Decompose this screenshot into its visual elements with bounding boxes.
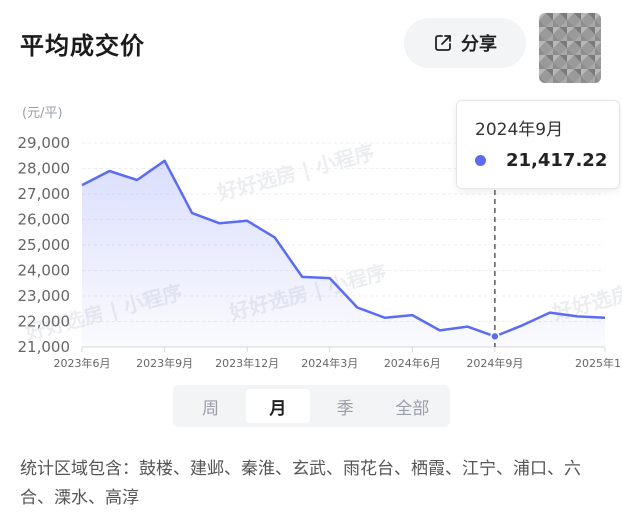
y-tick-label: 26,000 xyxy=(18,211,71,229)
page-title: 平均成交价 xyxy=(20,32,145,60)
y-tick-label: 28,000 xyxy=(18,160,71,178)
chart-tooltip: 2024年9月 21,417.22 xyxy=(456,100,620,189)
share-button[interactable]: 分享 xyxy=(404,18,526,68)
tab-month[interactable]: 月 xyxy=(245,389,310,423)
region-description: 统计区域包含：鼓楼、建邺、秦淮、玄武、雨花台、栖霞、江宁、浦口、六合、溧水、高淳 xyxy=(20,459,581,508)
y-tick-label: 27,000 xyxy=(18,185,71,203)
tab-quarter[interactable]: 季 xyxy=(336,398,354,419)
y-tick-label: 22,000 xyxy=(18,313,71,331)
tooltip-value: 21,417.22 xyxy=(506,150,608,171)
x-tick-label: 2024年9月 xyxy=(466,356,523,370)
series-line xyxy=(81,159,606,338)
x-tick-label: 2024年3月 xyxy=(301,356,358,370)
tab-week[interactable]: 周 xyxy=(202,398,220,419)
y-tick-label: 21,000 xyxy=(18,338,71,356)
x-tick-label: 2023年9月 xyxy=(136,356,193,370)
y-tick-label: 25,000 xyxy=(18,236,71,254)
share-icon xyxy=(435,35,451,51)
y-unit-label: (元/平) xyxy=(22,106,63,121)
x-tick-label: 2023年12月 xyxy=(215,356,279,370)
y-tick-label: 23,000 xyxy=(18,287,71,305)
avatar[interactable] xyxy=(539,13,601,83)
highlight-point xyxy=(490,331,500,342)
series-area xyxy=(82,160,605,347)
x-tick-label: 2025年1 xyxy=(575,356,621,370)
watermark-text: 好好选房 | 小程序 xyxy=(214,140,377,205)
x-tick-label: 2023年6月 xyxy=(54,356,111,370)
tooltip-date: 2024年9月 xyxy=(475,120,564,140)
share-label: 分享 xyxy=(461,34,497,55)
period-tabs: 周 月 季 全部 xyxy=(173,385,450,427)
tab-all[interactable]: 全部 xyxy=(395,398,430,419)
y-tick-label: 29,000 xyxy=(18,134,71,152)
y-tick-label: 24,000 xyxy=(18,262,71,280)
x-tick-label: 2024年6月 xyxy=(384,356,441,370)
series-dot xyxy=(475,155,486,166)
